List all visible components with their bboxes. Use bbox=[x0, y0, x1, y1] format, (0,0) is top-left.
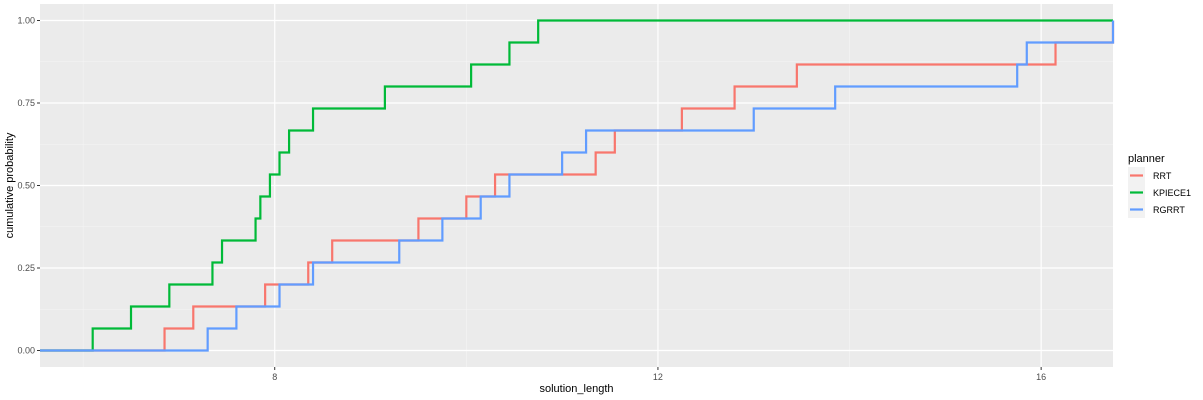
series-lines bbox=[40, 19, 1115, 352]
y-tick-label: 1.00 bbox=[17, 16, 35, 26]
legend-label-rrt: RRT bbox=[1153, 171, 1172, 181]
legend: planner RRT KPIECE1 RGRRT bbox=[1128, 153, 1191, 218]
axes: 8 12 16 0.00 0.25 0.50 0.75 1.00 bbox=[17, 16, 1046, 383]
series-line-rgrrt bbox=[40, 20, 1115, 352]
y-tick-label: 0.00 bbox=[17, 346, 35, 356]
x-tick-label: 16 bbox=[1036, 372, 1046, 382]
series-line-kpiece1 bbox=[40, 19, 1113, 352]
x-tick-label: 8 bbox=[272, 372, 277, 382]
x-tick-label: 12 bbox=[653, 372, 663, 382]
legend-label-rgrrt: RGRRT bbox=[1153, 205, 1185, 215]
y-tick-label: 0.25 bbox=[17, 263, 35, 273]
y-tick-label: 0.75 bbox=[17, 98, 35, 108]
legend-label-kpiece1: KPIECE1 bbox=[1153, 188, 1191, 198]
y-axis-title: cumulative probability bbox=[4, 132, 16, 238]
legend-title: planner bbox=[1128, 153, 1165, 165]
x-axis-title: solution_length bbox=[539, 383, 613, 395]
y-tick-label: 0.50 bbox=[17, 181, 35, 191]
